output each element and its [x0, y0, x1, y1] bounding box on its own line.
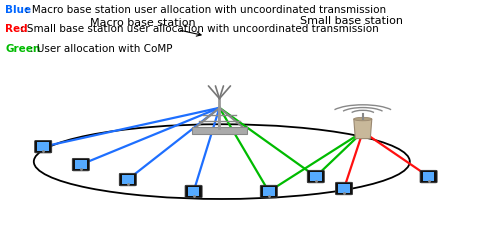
FancyBboxPatch shape	[38, 143, 49, 151]
FancyBboxPatch shape	[308, 171, 324, 183]
FancyBboxPatch shape	[423, 172, 434, 181]
Polygon shape	[354, 120, 372, 139]
FancyBboxPatch shape	[420, 171, 437, 183]
FancyBboxPatch shape	[120, 174, 136, 186]
FancyBboxPatch shape	[72, 159, 90, 171]
FancyBboxPatch shape	[263, 187, 274, 196]
FancyBboxPatch shape	[336, 183, 352, 195]
FancyBboxPatch shape	[338, 184, 350, 193]
Text: : Small base station user allocation with uncoordinated transmission: : Small base station user allocation wit…	[20, 24, 380, 34]
FancyBboxPatch shape	[310, 172, 322, 181]
Text: Green: Green	[5, 44, 40, 53]
Text: : User allocation with CoMP: : User allocation with CoMP	[30, 44, 172, 53]
Text: : Macro base station user allocation with uncoordinated transmission: : Macro base station user allocation wit…	[25, 5, 386, 14]
FancyBboxPatch shape	[34, 141, 51, 153]
Text: Macro base station: Macro base station	[90, 18, 201, 37]
FancyBboxPatch shape	[260, 185, 278, 198]
FancyBboxPatch shape	[75, 161, 86, 169]
FancyBboxPatch shape	[122, 175, 134, 184]
Text: Red: Red	[5, 24, 28, 34]
FancyBboxPatch shape	[188, 187, 200, 196]
Text: Small base station: Small base station	[300, 16, 403, 26]
FancyBboxPatch shape	[185, 185, 202, 198]
FancyBboxPatch shape	[192, 128, 247, 135]
Text: Blue: Blue	[5, 5, 31, 14]
Ellipse shape	[354, 118, 372, 121]
